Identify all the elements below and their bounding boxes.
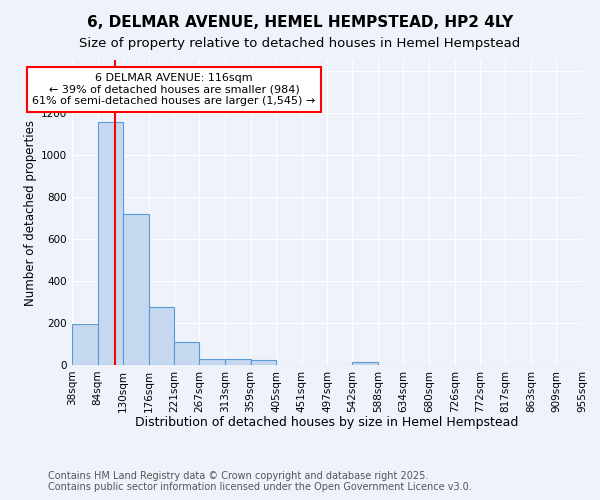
Bar — [72, 324, 98, 365]
Text: 6 DELMAR AVENUE: 116sqm
← 39% of detached houses are smaller (984)
61% of semi-d: 6 DELMAR AVENUE: 116sqm ← 39% of detache… — [32, 73, 316, 106]
Bar — [174, 342, 199, 365]
Y-axis label: Number of detached properties: Number of detached properties — [24, 120, 37, 306]
Bar — [98, 122, 123, 365]
Text: Contains HM Land Registry data © Crown copyright and database right 2025.
Contai: Contains HM Land Registry data © Crown c… — [48, 471, 472, 492]
Bar — [251, 360, 276, 365]
Bar — [123, 214, 149, 365]
X-axis label: Distribution of detached houses by size in Hemel Hempstead: Distribution of detached houses by size … — [136, 416, 518, 429]
Bar — [149, 307, 174, 365]
Bar — [199, 358, 225, 365]
Text: Size of property relative to detached houses in Hemel Hempstead: Size of property relative to detached ho… — [79, 38, 521, 51]
Bar — [225, 360, 251, 365]
Bar — [352, 362, 378, 365]
Text: 6, DELMAR AVENUE, HEMEL HEMPSTEAD, HP2 4LY: 6, DELMAR AVENUE, HEMEL HEMPSTEAD, HP2 4… — [87, 15, 513, 30]
